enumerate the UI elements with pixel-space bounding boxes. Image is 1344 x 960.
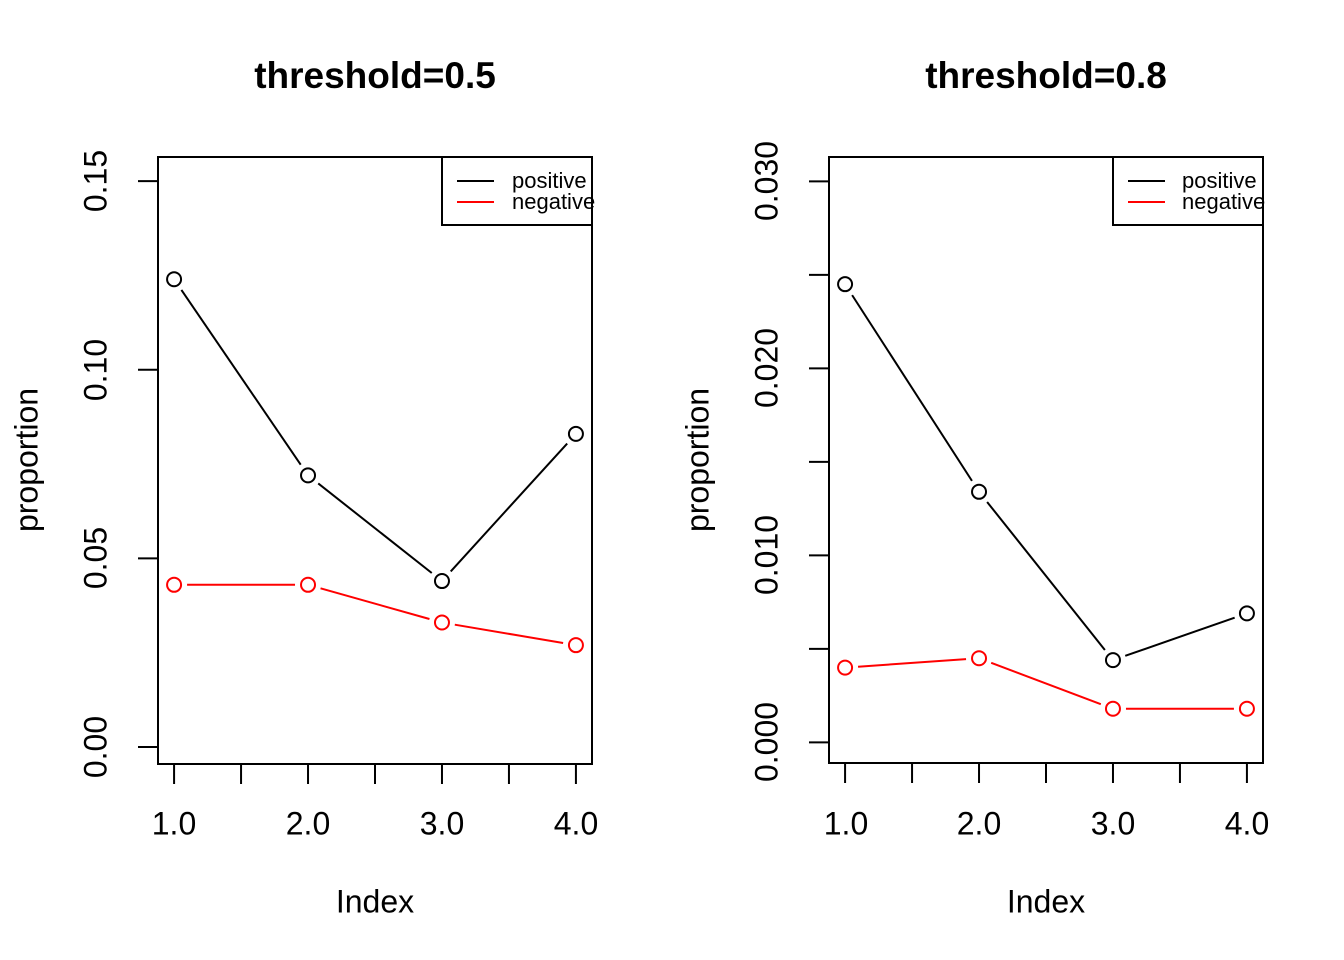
panel-2-y-tick-label: 0.010	[748, 514, 785, 596]
panel-1-x-tick-label: 1.0	[151, 805, 197, 842]
data-point-negative	[837, 659, 854, 676]
series-line-positive	[449, 442, 568, 573]
legend-box	[441, 156, 593, 226]
panel-2-y-tick-label: 0.030	[748, 140, 785, 222]
data-point-negative	[567, 637, 584, 654]
panel-1-x-tick-label: 3.0	[419, 805, 465, 842]
panel-1-y-tick-label: 0.15	[77, 149, 114, 213]
panel-2-legend-label-positive: positive	[1182, 168, 1257, 193]
panel-1-y-tick-label: 0.00	[77, 715, 114, 779]
data-point-negative	[166, 576, 183, 593]
panel-2-legend-label-negative: negative	[1182, 189, 1266, 214]
panel-1-legend-label-positive: positive	[512, 168, 587, 193]
series-line-negative	[857, 658, 967, 668]
panel-2-title: threshold=0.8	[925, 55, 1167, 96]
plot-box	[828, 156, 1264, 764]
data-point-negative	[1104, 700, 1121, 717]
panel-1-y-axis-title: proportion	[8, 387, 45, 533]
panel-1-y-tick-label: 0.05	[77, 526, 114, 590]
panel-2-x-tick-label: 1.0	[823, 805, 869, 842]
data-point-positive	[1238, 605, 1255, 622]
panel-2-y-tick-label: 0.020	[748, 327, 785, 409]
series-line-negative	[990, 661, 1102, 706]
panel-2-y-tick-label: 0.000	[748, 701, 785, 783]
data-point-negative	[971, 650, 988, 667]
panel-2-y-axis-title: proportion	[679, 387, 716, 533]
panel-1-x-axis-title: Index	[335, 883, 415, 920]
data-point-positive	[837, 276, 854, 293]
panel-2-x-tick-label: 3.0	[1090, 805, 1136, 842]
series-line-negative	[320, 587, 430, 620]
data-point-positive	[567, 425, 584, 442]
data-point-positive	[971, 483, 988, 500]
series-line-positive	[851, 294, 973, 482]
series-line-positive	[1124, 616, 1235, 657]
data-point-negative	[300, 576, 317, 593]
panel-1-y-tick-label: 0.10	[77, 338, 114, 402]
series-line-positive	[317, 482, 433, 574]
data-point-positive	[1104, 652, 1121, 669]
data-point-positive	[166, 271, 183, 288]
panel-1-legend-label-negative: negative	[512, 189, 596, 214]
panel-2-x-axis-title: Index	[1006, 883, 1086, 920]
panel-2-x-tick-label: 2.0	[956, 805, 1002, 842]
series-line-negative	[454, 623, 564, 644]
panel-2-x-tick-label: 4.0	[1224, 805, 1270, 842]
data-point-positive	[300, 467, 317, 484]
data-point-negative	[433, 614, 450, 631]
series-line-positive	[180, 289, 302, 466]
panel-1-x-tick-label: 4.0	[553, 805, 599, 842]
panel-1-x-tick-label: 2.0	[285, 805, 331, 842]
panel-1-title: threshold=0.5	[254, 55, 496, 96]
legend-box	[1112, 156, 1264, 226]
series-line-positive	[986, 501, 1106, 651]
plot-box	[157, 156, 593, 765]
data-point-negative	[1238, 700, 1255, 717]
data-point-positive	[433, 573, 450, 590]
